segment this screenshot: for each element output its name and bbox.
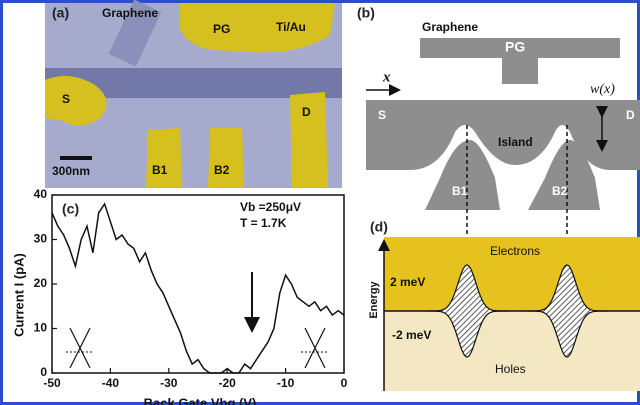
label: -2 meV [392,328,431,342]
figure: (a) Graphene PG Ti/Au S D B1 B2 300nm (b… [0,0,640,405]
label: Holes [495,362,526,376]
label: PG [213,22,230,36]
annotation: Vb =250μV [240,200,301,214]
label: B2 [552,184,568,198]
x-tick-label: -50 [43,376,61,390]
hole-band [384,311,640,391]
label: B2 [214,163,230,177]
x-tick-label: -30 [160,376,178,390]
x-tick-label: -40 [102,376,120,390]
crossing-sketch [305,328,325,368]
panel-label: (c) [62,201,79,217]
panel-d: (d) Energy Electrons 2 meV -2 meV Holes [368,219,640,391]
label: Graphene [102,6,158,20]
label: D [626,108,635,122]
axis-label: Energy [368,280,380,318]
x-tick-label: -20 [219,376,237,390]
annotation: T = 1.7K [240,216,287,230]
gate-pg-stem [502,58,538,84]
label: Graphene [422,20,478,34]
crossing-sketch [70,328,90,368]
electrode-b1 [146,128,182,188]
scale-label: 300nm [52,164,90,178]
label: x [382,69,391,85]
panel-label: (d) [370,219,388,235]
y-tick-label: 40 [34,187,48,201]
label: B1 [452,184,468,198]
label: S [378,108,386,122]
data-line [52,204,344,373]
label: PG [505,39,525,55]
y-tick-label: 10 [34,321,48,335]
label: Ti/Au [276,20,306,34]
y-tick-label: 30 [34,232,48,246]
panel-label: (b) [357,5,375,21]
x-tick-label: 0 [341,376,348,390]
panel-c: (c) Vb =250μV T = 1.7K Current I (pA) Ba… [11,187,347,405]
panel-a: (a) Graphene PG Ti/Au S D B1 B2 300nm [45,0,342,188]
label: 2 meV [390,275,425,289]
page: (a) Graphene PG Ti/Au S D B1 B2 300nm (b… [0,0,640,405]
label: w(x) [590,82,615,97]
scale-bar [60,156,92,160]
label: Electrons [490,244,540,258]
label: Island [498,135,533,149]
plot-frame [52,195,344,373]
panel-label: (a) [52,5,69,21]
label: B1 [152,163,168,177]
label: D [302,105,311,119]
x-axis-label: Back Gate Vbg (V) [144,395,257,405]
y-axis-label: Current I (pA) [11,253,26,337]
electrode-b2 [208,128,244,188]
x-tick-label: -10 [277,376,295,390]
label: S [62,92,70,106]
y-tick-label: 20 [34,276,48,290]
